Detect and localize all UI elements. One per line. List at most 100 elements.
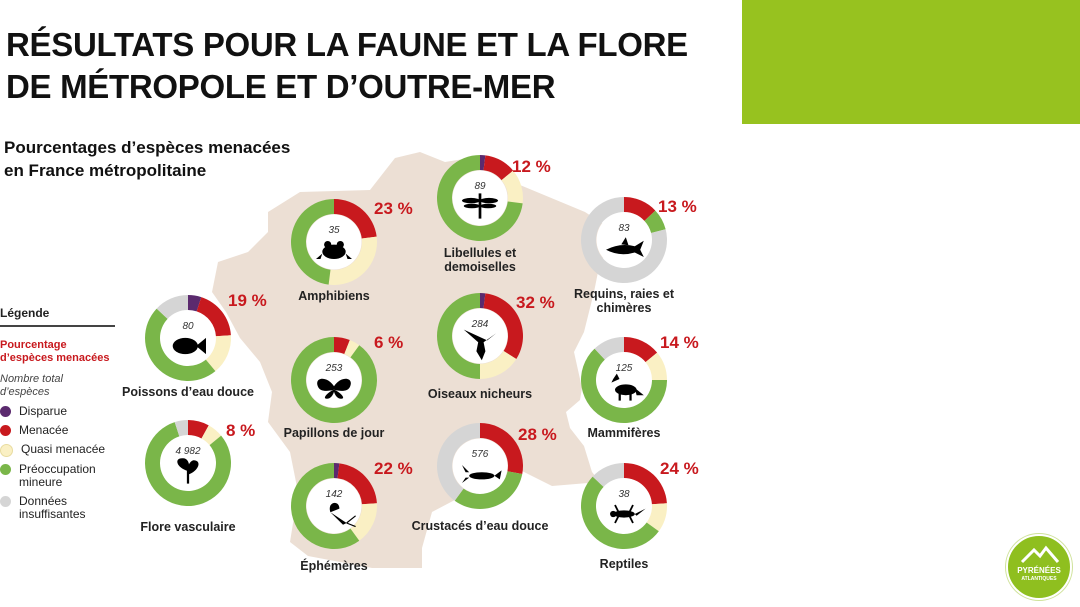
donut-segment-quasi	[480, 351, 517, 379]
donut-segment-disparue	[480, 293, 486, 309]
legend-pct-label-2: d’espèces menacées	[0, 352, 110, 364]
donut-category-label: Crustacés d’eau douce	[412, 519, 549, 533]
legend-label-line: insuffisantes	[19, 507, 86, 521]
mayfly-icon	[329, 502, 356, 528]
donut-category-label: Papillons de jour	[284, 426, 385, 440]
legend-item-preoccupation: Préoccupation mineure	[0, 463, 120, 489]
mountain-icon	[1020, 545, 1060, 564]
donut-total-label: 89	[474, 181, 486, 192]
dragonfly-icon	[462, 193, 498, 219]
legend-items: Disparue Menacée Quasi menacée Préoccupatio…	[0, 405, 120, 521]
donut-pct-label: 6 %	[374, 333, 403, 352]
donut-segment-preoccupation	[454, 471, 523, 509]
donut-total-label: 576	[472, 449, 489, 460]
donut-segment-quasi	[201, 425, 222, 446]
donut-segment-menacee	[483, 155, 514, 181]
legend-swatch-quasi	[0, 444, 13, 457]
donut-category-label: chimères	[597, 301, 652, 315]
donut-total-label: 253	[325, 363, 343, 374]
donut-category-label: Mammifères	[588, 426, 661, 440]
donut-hole	[596, 212, 652, 268]
donut-category-label: Libellules et	[444, 246, 517, 260]
legend-swatch-disparue	[0, 406, 11, 417]
donut-hole	[306, 214, 362, 270]
title-line-1: RÉSULTATS POUR LA FAUNE ET LA FLORE	[6, 26, 688, 63]
donut-category-label: Oiseaux nicheurs	[428, 387, 532, 401]
legend-label: Préoccupation mineure	[19, 463, 96, 489]
legend-label: Disparue	[19, 405, 67, 418]
subtitle-line-2: en France métropolitaine	[4, 161, 207, 180]
donut-segment-preoccupation	[290, 337, 378, 424]
donut-pct-label: 8 %	[226, 421, 255, 440]
legend-label-line: Quasi menacée	[21, 442, 106, 456]
donut-category-label: Reptiles	[600, 557, 649, 571]
donut-pct-label: 22 %	[374, 459, 413, 478]
donut-6: 125 14 % Mammifères	[581, 333, 699, 440]
donut-segment-disparue	[188, 295, 202, 312]
donut-pct-label: 14 %	[660, 333, 699, 352]
donut-8: 576 28 % Crustacés d’eau douce	[412, 423, 557, 533]
donut-hole	[452, 438, 508, 494]
donut-category-label: Requins, raies et	[574, 287, 675, 301]
frog-icon	[316, 241, 352, 259]
donut-segment-menacee	[196, 297, 231, 337]
donut-segment-preoccupation	[437, 155, 523, 242]
donut-segment-quasi	[646, 503, 667, 532]
legend-swatch-menacee	[0, 425, 11, 436]
donut-segment-menacee	[483, 293, 523, 360]
donut-category-label: Éphémères	[300, 558, 367, 573]
donut-segment-donnees	[437, 423, 480, 501]
donut-hole	[452, 308, 508, 364]
plant-icon	[177, 458, 199, 484]
france-map-shape	[212, 152, 622, 568]
chart-subtitle: Pourcentages d’espèces menacées en Franc…	[4, 136, 290, 182]
fox-icon	[611, 373, 644, 401]
donut-segment-preoccupation	[145, 422, 232, 507]
donut-segment-disparue	[334, 463, 340, 479]
donut-segment-menacee	[624, 337, 658, 363]
legend-swatch-preoccupation	[0, 464, 11, 475]
donut-segment-donnees	[156, 295, 188, 319]
donut-total-label: 142	[326, 489, 343, 500]
logo-line-1: PYRÉNÉES	[1017, 566, 1061, 575]
legend-label: Menacée	[19, 424, 68, 437]
legend-pct-label: Pourcentage d’espèces menacées	[0, 339, 120, 365]
donut-category-label: demoiselles	[444, 260, 516, 274]
donut-total-label: 83	[618, 223, 630, 234]
donut-9: 142 22 % Éphémères	[291, 459, 413, 573]
donut-segment-quasi	[344, 340, 360, 358]
pyrenees-atlantiques-logo: PYRÉNÉES ATLANTIQUES	[1006, 534, 1072, 600]
page-title: RÉSULTATS POUR LA FAUNE ET LA FLORE DE M…	[6, 24, 688, 108]
donut-segment-menacee	[480, 423, 523, 475]
legend-label: Données insuffisantes	[19, 495, 86, 521]
donut-7: 4 982 8 % Flore vasculaire	[140, 420, 255, 534]
donut-total-label: 35	[328, 225, 340, 236]
donut-3: 80 19 % Poissons d’eau douce	[122, 291, 267, 399]
donut-hole	[306, 352, 362, 408]
title-line-2: DE MÉTROPOLE ET D’OUTRE-MER	[6, 68, 556, 105]
legend-item-quasi: Quasi menacée	[0, 443, 120, 457]
subtitle-line-1: Pourcentages d’espèces menacées	[4, 138, 291, 157]
donut-segment-menacee	[624, 197, 656, 221]
donut-total-label: 284	[471, 319, 489, 330]
legend-total-label: Nombre total d’espèces	[0, 373, 120, 399]
donut-segment-preoccupation	[145, 308, 216, 381]
shark-icon	[606, 237, 644, 257]
legend-label-line: Données	[19, 494, 68, 508]
logo-line-2: ATLANTIQUES	[1021, 576, 1057, 582]
donut-pct-label: 24 %	[660, 459, 699, 478]
donut-total-label: 38	[618, 489, 630, 500]
donut-hole	[596, 478, 652, 534]
donut-segment-donnees	[594, 337, 624, 360]
donut-segment-donnees	[592, 463, 624, 487]
donut-segment-preoccupation	[581, 348, 667, 423]
donut-segment-quasi	[645, 352, 667, 380]
legend-pct-label-1: Pourcentage	[0, 339, 67, 351]
donut-segment-donnees	[581, 197, 667, 283]
donut-5: 284 32 % Oiseaux nicheurs	[428, 293, 555, 401]
donut-charts: 35 23 % Amphibiens 89 12 % Libellules etdemoi…	[122, 155, 699, 573]
donut-0: 35 23 % Amphibiens	[291, 199, 413, 303]
legend-total-label-2: d’espèces	[0, 386, 50, 398]
